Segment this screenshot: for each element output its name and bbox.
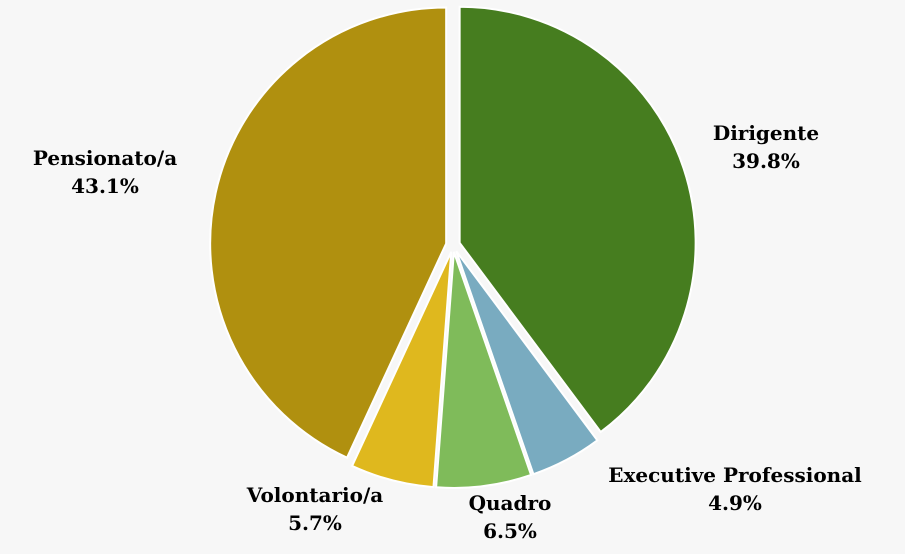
slice-value-label: 6.5% — [483, 519, 537, 543]
slice-value-label: 4.9% — [708, 491, 762, 515]
pie-slice — [209, 6, 448, 459]
slice-value-label: 5.7% — [288, 511, 342, 535]
slice-label: Quadro — [469, 491, 552, 515]
slice-value-label: 43.1% — [71, 174, 139, 198]
slice-label: Volontario/a — [246, 483, 383, 507]
pie-slice — [350, 251, 453, 489]
pie-slice — [455, 250, 599, 476]
slice-label: Executive Professional — [608, 463, 862, 487]
slice-value-label: 39.8% — [732, 149, 800, 173]
pie-slice — [458, 5, 697, 434]
slice-label: Dirigente — [713, 121, 819, 145]
slice-label: Pensionato/a — [33, 146, 177, 170]
pie-slice — [435, 251, 533, 489]
